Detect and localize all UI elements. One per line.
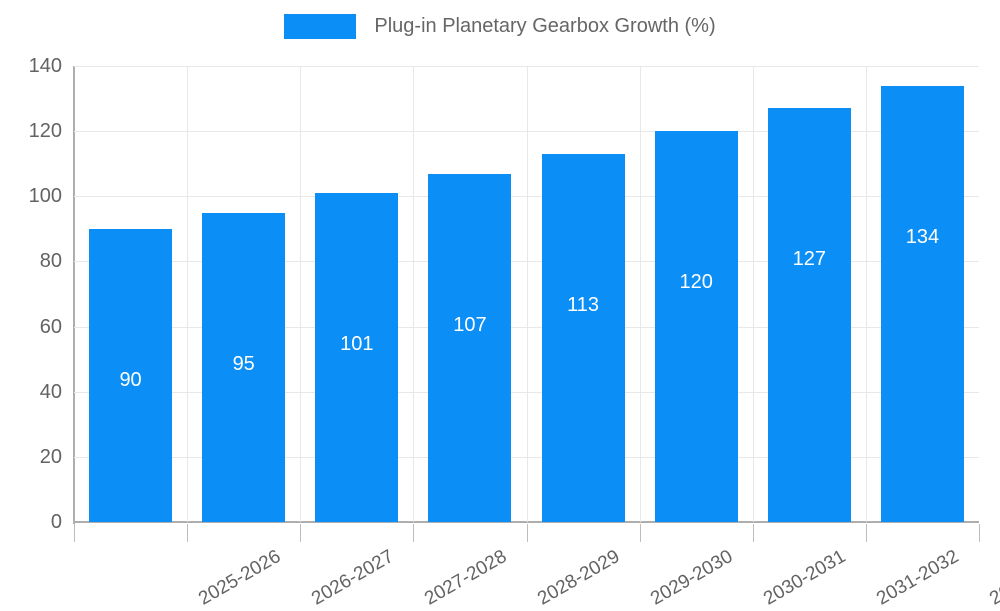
x-axis-category-label: 2030-2031 — [760, 546, 850, 610]
x-axis-category-label: 2026-2027 — [307, 546, 398, 610]
legend-label-series-0[interactable]: Plug-in Planetary Gearbox Growth (%) — [374, 15, 716, 37]
x-axis-category-label: 2028-2029 — [534, 546, 624, 610]
bar[interactable]: 101 — [315, 193, 399, 522]
gridline-vertical — [527, 66, 528, 522]
bar-value-label: 90 — [119, 368, 142, 391]
gridline-vertical — [640, 66, 641, 522]
y-axis-tick-labels: 0 20 40 60 80 100 120 140 — [0, 55, 62, 533]
y-axis-tick-label: 60 — [39, 315, 62, 338]
bar-value-label: 107 — [453, 313, 487, 336]
x-axis-tick-mark — [300, 524, 301, 542]
x-axis-tick-mark — [413, 524, 414, 542]
y-axis-tick-label: 20 — [39, 445, 62, 468]
y-axis-tick-label: 80 — [39, 250, 62, 273]
gridline-horizontal — [74, 326, 979, 328]
bar-value-label: 120 — [679, 271, 713, 294]
legend-swatch-series-0[interactable] — [284, 14, 357, 39]
x-axis-line — [74, 521, 979, 523]
x-axis-tick-mark — [640, 524, 641, 542]
y-axis-tick-label: 40 — [39, 380, 62, 403]
gridline-horizontal — [74, 391, 979, 393]
bar[interactable]: 95 — [202, 212, 286, 522]
bar-value-label: 134 — [905, 225, 940, 248]
x-axis-tick-mark — [527, 524, 528, 542]
gridline-horizontal — [74, 196, 979, 198]
gridline-horizontal — [74, 261, 979, 263]
bar[interactable]: 107 — [428, 173, 512, 522]
x-axis-category-label: 2031-2032 — [873, 546, 963, 610]
x-axis-category-label: 2027-2028 — [420, 546, 511, 610]
bar-value-label: 101 — [340, 333, 374, 356]
x-axis-tick-mark — [866, 524, 867, 542]
bar[interactable]: 113 — [541, 153, 625, 522]
gridline-horizontal — [74, 456, 979, 458]
x-axis-category-label: 2032-2033 — [986, 546, 1000, 610]
bar[interactable]: 90 — [89, 228, 173, 522]
bar[interactable]: 120 — [654, 131, 738, 522]
chart-legend: Plug-in Planetary Gearbox Growth (%) — [0, 14, 1000, 39]
gridline-vertical — [300, 66, 301, 522]
y-axis-line — [73, 66, 75, 524]
bar-value-label: 95 — [232, 352, 255, 375]
gridline-horizontal — [74, 131, 979, 133]
x-axis-category-label: 2025-2026 — [194, 546, 284, 610]
x-axis-tick-mark — [979, 524, 980, 542]
gridline-vertical — [866, 66, 867, 522]
bar-value-label: 127 — [792, 248, 826, 271]
gridline-horizontal — [74, 66, 979, 67]
y-axis-tick-label: 140 — [28, 55, 62, 77]
x-axis-tick-mark — [187, 524, 188, 542]
bar[interactable]: 134 — [880, 85, 964, 522]
gridline-vertical — [753, 66, 754, 522]
x-axis-tick-mark — [753, 524, 754, 542]
x-axis-category-label: 2029-2030 — [647, 546, 737, 610]
y-axis-tick-label: 0 — [50, 511, 62, 533]
y-axis-tick-label: 100 — [28, 185, 62, 208]
gridline-vertical — [413, 66, 414, 522]
plot-area: 90 95 101 107 113 120 127 134 — [74, 66, 979, 523]
y-axis-tick-label: 120 — [28, 120, 62, 143]
bar[interactable]: 127 — [767, 108, 851, 522]
x-axis-tick-mark — [74, 524, 75, 542]
bar-value-label: 113 — [567, 293, 599, 316]
gridline-vertical — [187, 66, 188, 522]
